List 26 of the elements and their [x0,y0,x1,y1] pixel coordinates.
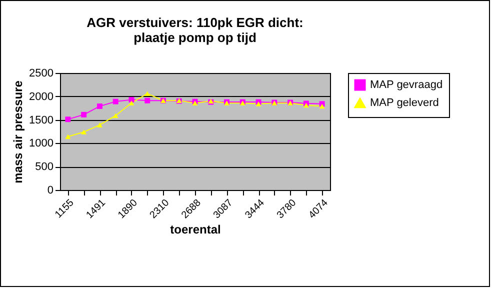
x-axis-title: toerental [170,222,221,236]
point [96,122,102,128]
point [144,98,150,104]
point [128,96,134,102]
point [128,100,134,106]
y-tick-label: 1500 [29,114,54,126]
point [256,102,262,106]
y-tick-label: 2500 [29,68,54,80]
legend-label: MAP geleverd [370,97,439,109]
point [81,130,87,134]
point [319,104,325,109]
y-tick-label: 1000 [29,138,54,150]
point [65,134,71,140]
point [144,91,150,96]
legend-label: MAP gevraagd [370,79,443,91]
point [112,113,118,118]
text: AGR verstuivers: 110pk EGR dicht: [86,15,304,30]
point [65,116,71,122]
y-tick-label: 2000 [29,90,54,103]
y-tick-label: 500 [35,161,54,174]
text: plaatje pomp op tijd [134,30,256,45]
point [96,103,102,109]
y-axis-title: mass air pressure [11,80,26,184]
point [81,112,87,118]
y-tick-label: 0 [47,184,54,196]
point [112,98,118,104]
